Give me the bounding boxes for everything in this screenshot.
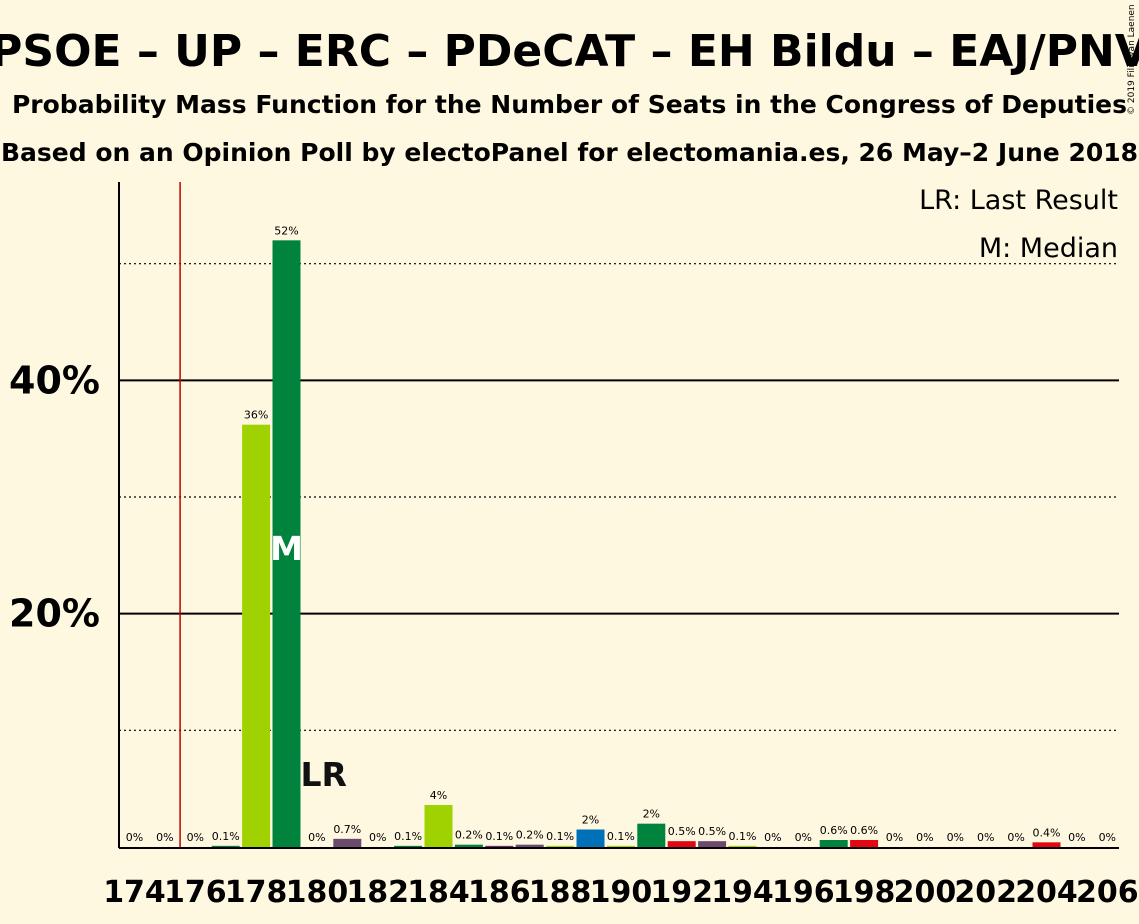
legend-last-result: LR: Last Result [919, 185, 1118, 216]
bar-204 [1032, 842, 1061, 847]
markers: M LR [270, 529, 347, 794]
data-label-194: 0.1% [729, 830, 757, 843]
chart-source: Based on an Opinion Poll by electoPanel … [1, 138, 1138, 167]
data-label-174: 0% [126, 831, 143, 844]
median-marker: M [270, 529, 303, 568]
x-tick-label-192: 192 [650, 875, 713, 910]
data-label-187: 0.2% [516, 829, 544, 842]
x-tick-label-174: 174 [103, 875, 166, 910]
bar-178 [242, 424, 271, 847]
bar-186 [485, 845, 514, 847]
x-tick-label-176: 176 [164, 875, 227, 910]
data-label-175: 0% [156, 831, 173, 844]
x-tick-label-178: 178 [225, 875, 288, 910]
chart-title: PSOE – UP – ERC – PDeCAT – EH Bildu – EA… [0, 26, 1139, 77]
x-tick-label-202: 202 [954, 875, 1017, 910]
chart-subtitle: Probability Mass Function for the Number… [12, 90, 1127, 119]
data-label-188: 0.1% [546, 830, 574, 843]
data-label-198: 0.6% [850, 824, 878, 837]
data-label-205: 0% [1068, 831, 1085, 844]
data-label-200: 0% [916, 831, 933, 844]
data-label-190: 0.1% [607, 830, 635, 843]
bar-198 [850, 840, 879, 847]
bar-177 [211, 845, 240, 847]
y-tick-labels: 20% 40% [9, 358, 100, 635]
x-tick-label-184: 184 [407, 875, 470, 910]
bar-191 [637, 823, 666, 847]
data-label-182: 0% [369, 831, 386, 844]
bar-187 [515, 844, 544, 847]
bar-193 [698, 841, 727, 847]
bar-181 [333, 838, 362, 847]
x-tick-label-182: 182 [346, 875, 409, 910]
data-label-201: 0% [947, 831, 964, 844]
last-result-marker: LR [301, 755, 347, 794]
data-label-193: 0.5% [698, 825, 726, 838]
bar-192 [667, 841, 696, 847]
data-label-176: 0% [187, 831, 204, 844]
data-label-181: 0.7% [333, 823, 361, 836]
data-label-184: 4% [430, 789, 447, 802]
data-label-192: 0.5% [668, 825, 696, 838]
x-tick-label-198: 198 [833, 875, 896, 910]
x-tick-labels: 1741761781801821841861881901921941961982… [103, 875, 1138, 910]
data-labels: 0% 0% 0% 0.1%36%52%0%0.7%0% 0.1%4%0.2% 0.1% 0.… [126, 224, 1116, 844]
y-tick-label-0: 20% [9, 592, 100, 636]
data-label-199: 0% [886, 831, 903, 844]
data-label-206: 0% [1099, 831, 1116, 844]
data-label-186: 0.1% [485, 830, 513, 843]
data-label-197: 0.6% [820, 824, 848, 837]
data-label-185: 0.2% [455, 829, 483, 842]
x-tick-label-180: 180 [286, 875, 349, 910]
x-tick-label-196: 196 [772, 875, 835, 910]
x-tick-label-190: 190 [590, 875, 653, 910]
x-tick-label-188: 188 [529, 875, 592, 910]
x-tick-label-206: 206 [1076, 875, 1139, 910]
data-label-179: 52% [274, 224, 298, 237]
x-tick-label-194: 194 [711, 875, 774, 910]
data-label-189: 2% [582, 814, 599, 827]
axes [118, 182, 1119, 849]
data-label-203: 0% [1007, 831, 1024, 844]
x-tick-label-200: 200 [894, 875, 957, 910]
bar-184 [424, 805, 453, 847]
bar-194 [728, 845, 757, 847]
bar-185 [454, 844, 483, 847]
x-tick-label-186: 186 [468, 875, 531, 910]
data-label-196: 0% [795, 831, 812, 844]
data-label-183: 0.1% [394, 830, 422, 843]
y-tick-label-1: 40% [9, 358, 100, 402]
data-label-180: 0% [308, 831, 325, 844]
data-label-191: 2% [643, 808, 660, 821]
bar-190 [606, 845, 635, 847]
data-label-202: 0% [977, 831, 994, 844]
data-label-204: 0.4% [1033, 826, 1061, 839]
bar-188 [546, 845, 575, 847]
bar-197 [819, 840, 848, 847]
data-label-177: 0.1% [212, 830, 240, 843]
bar-179 [272, 240, 301, 848]
data-label-178: 36% [244, 409, 268, 422]
bar-189 [576, 829, 605, 847]
legend-median: M: Median [979, 233, 1118, 264]
copyright-note: © 2019 Filip van Laenen [1127, 4, 1137, 115]
bars [211, 240, 1061, 848]
data-label-195: 0% [764, 831, 781, 844]
x-tick-label-204: 204 [1015, 875, 1078, 910]
bar-183 [394, 845, 423, 847]
